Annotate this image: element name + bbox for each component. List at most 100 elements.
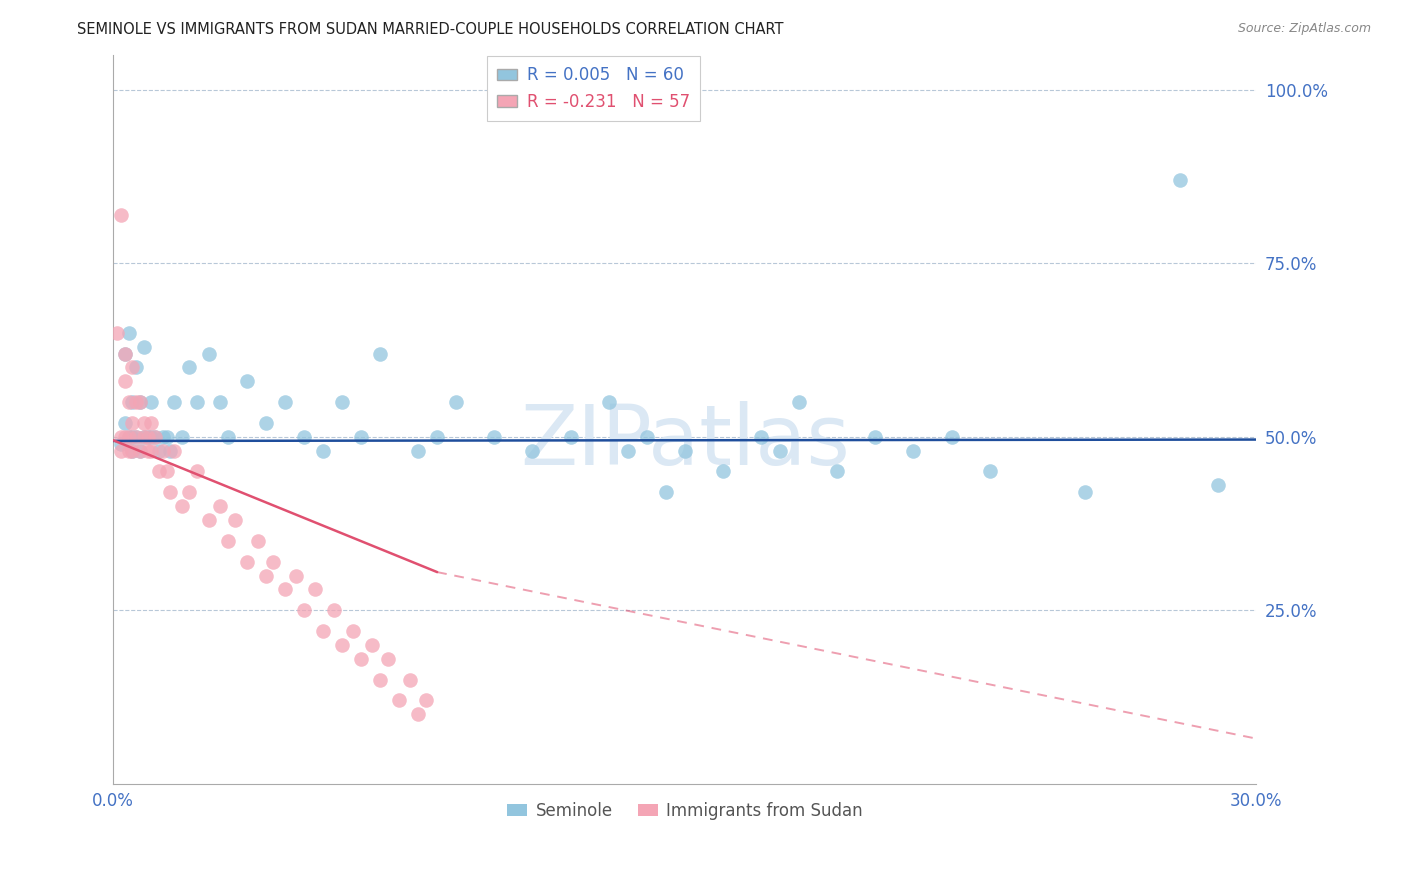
Point — [979, 465, 1001, 479]
Point — [129, 443, 152, 458]
Text: Source: ZipAtlas.com: Source: ZipAtlas.com — [1237, 22, 1371, 36]
Point — [117, 326, 139, 340]
Point — [163, 395, 186, 409]
Point — [110, 208, 132, 222]
Point — [415, 693, 437, 707]
Point — [132, 340, 155, 354]
Point — [141, 430, 163, 444]
Point — [143, 430, 166, 444]
Point — [292, 603, 315, 617]
Point — [114, 416, 136, 430]
Point — [132, 416, 155, 430]
Point — [903, 443, 925, 458]
Point — [114, 346, 136, 360]
Point — [152, 430, 174, 444]
Point — [224, 513, 246, 527]
Point — [143, 430, 166, 444]
Point — [110, 430, 132, 444]
Point — [769, 443, 792, 458]
Point — [197, 513, 219, 527]
Point — [254, 568, 277, 582]
Point — [484, 430, 506, 444]
Point — [121, 430, 143, 444]
Point — [368, 673, 391, 687]
Point — [262, 555, 284, 569]
Point — [247, 533, 270, 548]
Point — [330, 638, 353, 652]
Point — [121, 395, 143, 409]
Point — [117, 395, 139, 409]
Point — [444, 395, 467, 409]
Point — [426, 430, 449, 444]
Point — [342, 624, 364, 638]
Point — [406, 707, 429, 722]
Point — [312, 443, 335, 458]
Point — [673, 443, 696, 458]
Point — [136, 430, 159, 444]
Point — [330, 395, 353, 409]
Point — [368, 346, 391, 360]
Point — [156, 465, 179, 479]
Point — [110, 443, 132, 458]
Point — [217, 533, 239, 548]
Point — [110, 436, 132, 450]
Point — [304, 582, 326, 597]
Point — [117, 430, 139, 444]
Legend: Seminole, Immigrants from Sudan: Seminole, Immigrants from Sudan — [501, 795, 869, 826]
Point — [114, 430, 136, 444]
Point — [235, 555, 257, 569]
Point — [125, 360, 148, 375]
Point — [129, 443, 152, 458]
Point — [388, 693, 411, 707]
Point — [274, 395, 297, 409]
Point — [350, 430, 373, 444]
Point — [941, 430, 963, 444]
Point — [274, 582, 297, 597]
Point — [285, 568, 308, 582]
Point — [125, 395, 148, 409]
Point — [1074, 485, 1097, 500]
Point — [186, 465, 208, 479]
Point — [117, 443, 139, 458]
Point — [217, 430, 239, 444]
Point — [616, 443, 638, 458]
Point — [132, 430, 155, 444]
Point — [406, 443, 429, 458]
Point — [148, 465, 170, 479]
Point — [711, 465, 734, 479]
Point — [163, 443, 186, 458]
Text: ZIPatlas: ZIPatlas — [520, 401, 849, 482]
Point — [105, 326, 128, 340]
Point — [1206, 478, 1229, 492]
Point — [170, 499, 193, 513]
Point — [1168, 173, 1191, 187]
Point — [141, 395, 163, 409]
Point — [114, 374, 136, 388]
Point — [136, 430, 159, 444]
Point — [136, 443, 159, 458]
Point — [114, 346, 136, 360]
Point — [141, 443, 163, 458]
Point — [170, 430, 193, 444]
Point — [179, 360, 201, 375]
Point — [159, 485, 181, 500]
Point — [350, 652, 373, 666]
Point — [121, 443, 143, 458]
Point — [148, 443, 170, 458]
Point — [522, 443, 544, 458]
Point — [292, 430, 315, 444]
Point — [159, 443, 181, 458]
Point — [323, 603, 346, 617]
Point — [399, 673, 422, 687]
Point — [125, 430, 148, 444]
Point — [186, 395, 208, 409]
Point — [312, 624, 335, 638]
Point — [132, 430, 155, 444]
Point — [121, 443, 143, 458]
Point — [152, 443, 174, 458]
Text: SEMINOLE VS IMMIGRANTS FROM SUDAN MARRIED-COUPLE HOUSEHOLDS CORRELATION CHART: SEMINOLE VS IMMIGRANTS FROM SUDAN MARRIE… — [77, 22, 783, 37]
Point — [141, 416, 163, 430]
Point — [129, 395, 152, 409]
Point — [208, 395, 231, 409]
Point — [235, 374, 257, 388]
